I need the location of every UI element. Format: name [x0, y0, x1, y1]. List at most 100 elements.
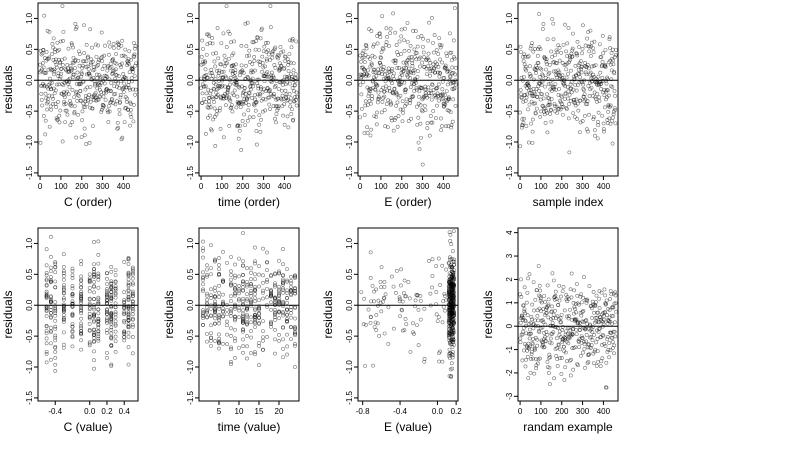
data-point	[61, 345, 66, 350]
data-point	[281, 273, 285, 278]
data-point	[263, 41, 268, 45]
y-tick-label: 0.0	[25, 74, 34, 86]
data-point	[550, 271, 555, 276]
data-point	[375, 100, 380, 105]
x-tick-label: 100	[215, 182, 229, 191]
data-point	[122, 311, 127, 316]
data-point	[87, 311, 92, 316]
data-point	[49, 325, 53, 330]
data-point	[373, 88, 378, 92]
data-point	[529, 357, 534, 362]
data-point	[222, 96, 226, 101]
data-point	[564, 329, 568, 334]
data-point	[451, 287, 455, 292]
data-point	[241, 296, 245, 301]
data-point	[387, 70, 392, 75]
data-point	[277, 293, 281, 297]
data-point	[440, 124, 444, 128]
data-point	[41, 65, 46, 70]
y-tick-label: -1.5	[25, 390, 34, 404]
data-point	[237, 287, 241, 292]
data-point	[579, 300, 584, 305]
data-point	[229, 299, 233, 304]
data-point	[96, 43, 101, 48]
data-point	[105, 276, 109, 281]
data-point	[441, 299, 446, 304]
data-point	[531, 101, 536, 106]
data-point	[126, 82, 131, 87]
data-point	[113, 291, 118, 296]
data-point	[100, 67, 105, 72]
data-point	[520, 332, 525, 337]
data-point	[537, 12, 541, 17]
data-point	[114, 61, 119, 66]
data-point	[289, 293, 293, 298]
data-point	[529, 99, 534, 104]
data-point	[55, 118, 60, 122]
data-point	[562, 78, 567, 83]
points-group	[201, 231, 297, 369]
data-point	[577, 130, 582, 135]
data-point	[288, 100, 293, 104]
data-point	[427, 133, 432, 138]
data-point	[418, 294, 423, 298]
data-point	[79, 297, 84, 302]
data-point	[130, 282, 135, 287]
data-point	[443, 65, 448, 70]
data-point	[233, 273, 237, 278]
data-point	[555, 345, 559, 350]
data-point	[538, 47, 543, 52]
data-point	[614, 48, 618, 52]
data-point	[415, 323, 419, 328]
data-point	[53, 279, 58, 284]
x-tick-label: 300	[257, 182, 271, 191]
x-tick-label: 400	[597, 407, 611, 416]
data-point	[249, 300, 253, 305]
data-point	[49, 107, 54, 112]
y-tick-label: -0.5	[25, 329, 34, 343]
data-point	[394, 90, 398, 95]
x-tick-label: 100	[374, 182, 388, 191]
data-point	[257, 272, 261, 277]
data-point	[200, 101, 205, 105]
data-point	[233, 317, 237, 321]
data-point	[447, 374, 452, 378]
data-point	[400, 73, 404, 78]
data-point	[559, 320, 564, 325]
data-point	[219, 62, 224, 67]
data-point	[552, 103, 557, 108]
data-point	[209, 272, 213, 277]
data-point	[236, 136, 241, 141]
data-point	[88, 105, 92, 110]
data-point	[250, 40, 255, 45]
data-point	[585, 127, 589, 132]
data-point	[554, 336, 559, 341]
data-point	[109, 362, 114, 367]
data-point	[69, 41, 74, 46]
data-point	[120, 38, 125, 43]
data-point	[292, 83, 297, 87]
data-point	[61, 265, 66, 269]
data-point	[273, 116, 277, 121]
data-point	[200, 91, 205, 96]
data-point	[548, 112, 553, 116]
data-point	[421, 44, 425, 49]
data-point	[426, 38, 431, 43]
data-point	[528, 64, 532, 69]
data-point	[99, 109, 104, 114]
data-point	[428, 114, 433, 118]
x-tick-label: 15	[255, 407, 264, 416]
data-point	[245, 307, 249, 311]
data-point	[437, 42, 442, 47]
data-point	[201, 287, 205, 292]
data-point	[393, 30, 398, 35]
data-point	[359, 92, 364, 97]
data-point	[382, 280, 387, 284]
data-point	[379, 110, 384, 115]
data-point	[227, 95, 231, 100]
data-point	[241, 350, 245, 355]
data-point	[253, 319, 257, 324]
data-point	[375, 110, 379, 115]
data-point	[261, 49, 266, 54]
data-point	[369, 101, 373, 106]
